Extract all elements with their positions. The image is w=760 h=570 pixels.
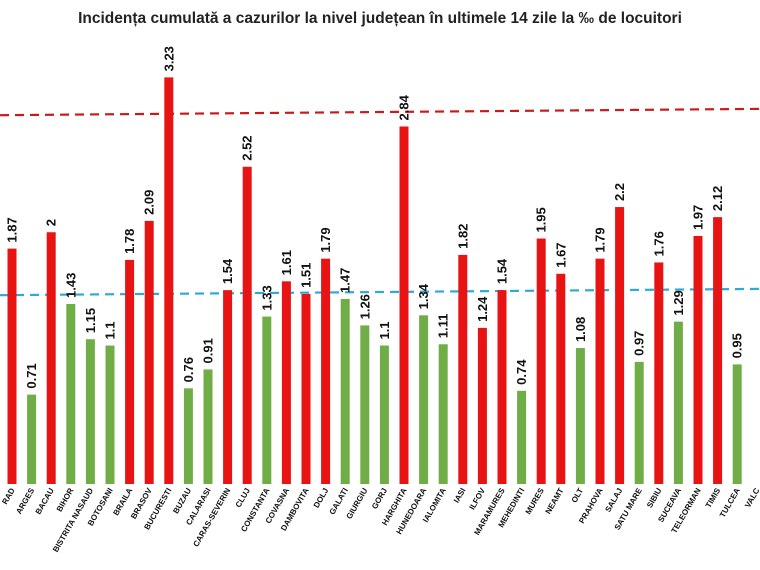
- value-label: 1.47: [338, 268, 353, 293]
- bar-timis: [713, 217, 723, 485]
- bar-cluj: [242, 166, 252, 484]
- bar-suceava: [673, 321, 683, 484]
- bar-maramures: [497, 290, 507, 484]
- bar-brasov: [144, 220, 154, 484]
- value-label: 1.76: [651, 231, 666, 256]
- bar-buzau: [183, 388, 193, 484]
- value-label: 1.26: [357, 294, 372, 319]
- value-label: 0.74: [514, 359, 529, 385]
- value-label: 3.23: [161, 46, 176, 71]
- category-label: RAD: [0, 486, 17, 506]
- bar-mehedinti: [517, 390, 527, 484]
- value-label: 1.1: [377, 321, 392, 339]
- value-label: 2.84: [397, 94, 412, 120]
- bar-galati: [340, 298, 350, 484]
- category-label: IASI: [452, 487, 468, 505]
- bar-covasna: [281, 281, 291, 484]
- bar-ialomita: [438, 344, 448, 484]
- value-label: 0.95: [730, 333, 745, 358]
- bar-neamt: [556, 273, 566, 484]
- bar-giurgiu: [360, 325, 370, 484]
- bar-mures: [536, 238, 546, 484]
- value-label: 1.11: [436, 314, 451, 339]
- bar-bihor: [66, 303, 76, 484]
- value-label: 2.52: [240, 135, 255, 160]
- value-label: 1.34: [416, 283, 431, 309]
- value-label: 1.79: [593, 227, 608, 252]
- value-label: 1.43: [63, 273, 78, 298]
- value-label: 1.67: [553, 242, 568, 267]
- bar-arad: [7, 248, 17, 484]
- category-label: BIHOR: [55, 486, 76, 513]
- bar-dolj: [321, 258, 331, 484]
- value-label: 1.54: [495, 258, 510, 284]
- bar-caras-severin: [223, 290, 233, 484]
- bar-bucuresti: [164, 77, 174, 485]
- bar-tulcea: [732, 364, 742, 484]
- bar-teleorman: [693, 236, 703, 484]
- bar-calarasi: [203, 369, 213, 484]
- value-label: 2: [44, 219, 59, 226]
- value-label: 1.15: [83, 308, 98, 333]
- value-label: 1.54: [220, 258, 235, 284]
- value-label: 1.97: [691, 205, 706, 230]
- value-label: 1.95: [534, 207, 549, 232]
- value-label: 0.76: [181, 357, 196, 382]
- value-label: 2.09: [142, 190, 157, 215]
- upper-threshold-line: [0, 107, 760, 117]
- value-label: 1.33: [259, 285, 274, 310]
- category-label: OLT: [570, 486, 586, 504]
- bar-satu-mare: [634, 361, 644, 484]
- bar-arges: [27, 394, 37, 484]
- bar-salaj: [615, 207, 625, 484]
- chart-title: Incidența cumulată a cazurilor la nivel …: [78, 10, 682, 27]
- bar-botosani: [105, 345, 115, 484]
- category-label: TIMIS: [704, 486, 723, 510]
- bar-iasi: [458, 254, 468, 484]
- bar-hunedoara: [419, 315, 429, 484]
- bar-ilfov: [477, 327, 487, 484]
- value-label: 2.12: [710, 186, 725, 211]
- bar-bistrita-nasaud: [85, 339, 95, 484]
- value-label: 1.82: [455, 224, 470, 249]
- bar-constanta: [262, 316, 272, 484]
- value-label: 0.97: [632, 331, 647, 356]
- bar-bacau: [46, 232, 56, 484]
- category-label: GORJ: [370, 487, 389, 511]
- category-label: CLUJ: [234, 487, 252, 510]
- lower-threshold-line: [0, 287, 760, 297]
- bar-gorj: [379, 345, 389, 484]
- bar-olt: [575, 348, 585, 484]
- value-label: 0.71: [24, 363, 39, 388]
- category-label: SIBIU: [645, 486, 664, 509]
- category-label: NEAMT: [544, 486, 566, 515]
- category-label: VALC: [743, 486, 760, 509]
- value-label: 1.08: [573, 317, 588, 342]
- value-label: 1.24: [475, 296, 490, 322]
- value-label: 1.51: [299, 263, 314, 288]
- value-label: 0.91: [201, 338, 216, 363]
- value-label: 1.29: [671, 290, 686, 315]
- value-label: 1.61: [279, 250, 294, 275]
- category-label: DOLJ: [312, 487, 330, 510]
- value-label: 2.2: [612, 183, 627, 201]
- category-label: ILFOV: [468, 486, 488, 511]
- value-label: 1.78: [122, 229, 137, 254]
- bar-sibiu: [654, 262, 664, 484]
- category-label: SALAJ: [603, 487, 624, 514]
- category-label: BACAU: [34, 486, 56, 516]
- bar-prahova: [595, 258, 605, 484]
- bar-dambovita: [301, 293, 311, 484]
- value-label: 1.87: [5, 217, 20, 242]
- bar-braila: [125, 259, 135, 484]
- category-label: CARAS-SEVERIN: [191, 486, 232, 548]
- value-label: 1.1: [103, 321, 118, 339]
- bar-harghita: [399, 126, 409, 485]
- value-label: 1.79: [318, 227, 333, 252]
